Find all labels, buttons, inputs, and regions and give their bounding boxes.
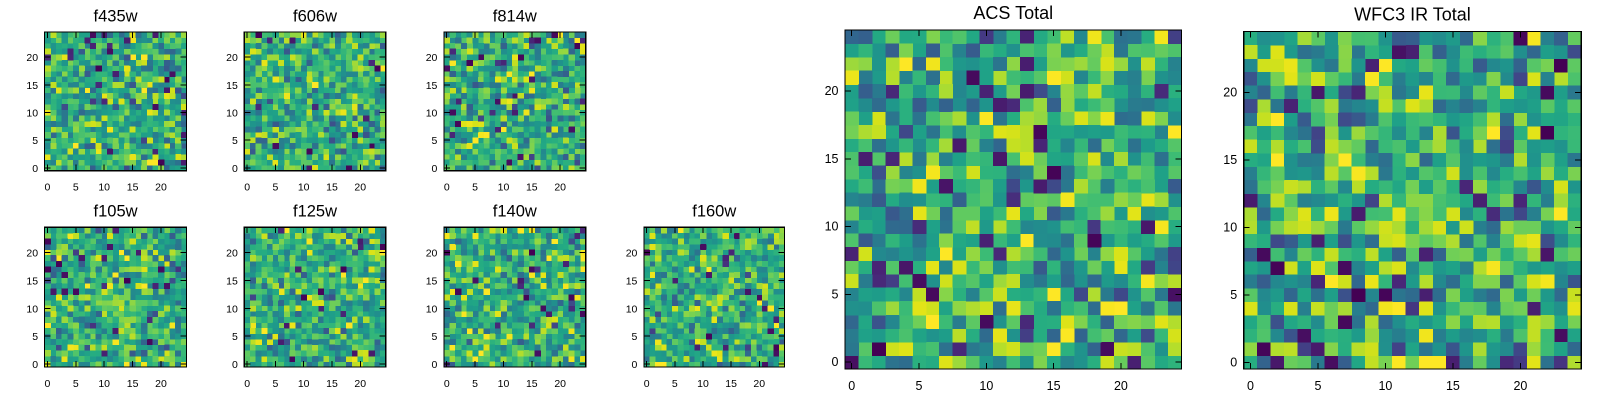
svg-text:10: 10 [298, 378, 310, 390]
svg-text:10: 10 [26, 107, 38, 119]
svg-text:10: 10 [498, 181, 510, 193]
svg-text:0: 0 [444, 181, 450, 193]
svg-text:f105w: f105w [94, 203, 138, 221]
svg-text:5: 5 [672, 378, 678, 390]
svg-text:10: 10 [98, 378, 110, 390]
svg-text:15: 15 [725, 378, 737, 390]
svg-text:20: 20 [554, 378, 566, 390]
svg-text:15: 15 [526, 378, 538, 390]
svg-text:10: 10 [697, 378, 709, 390]
svg-text:15: 15 [26, 275, 38, 287]
svg-text:20: 20 [1114, 379, 1128, 393]
svg-text:WFC3 IR Total: WFC3 IR Total [1354, 5, 1471, 25]
svg-text:10: 10 [825, 220, 839, 234]
svg-text:f125w: f125w [293, 203, 337, 221]
svg-text:15: 15 [1047, 379, 1061, 393]
svg-text:20: 20 [155, 378, 167, 390]
svg-text:10: 10 [26, 303, 38, 315]
svg-text:5: 5 [1230, 288, 1237, 302]
svg-text:5: 5 [232, 331, 238, 343]
svg-text:15: 15 [226, 80, 238, 92]
svg-text:20: 20 [825, 84, 839, 98]
svg-text:20: 20 [426, 52, 438, 64]
svg-text:10: 10 [498, 378, 510, 390]
svg-text:15: 15 [1223, 153, 1237, 167]
svg-text:15: 15 [226, 275, 238, 287]
svg-text:5: 5 [432, 331, 438, 343]
svg-text:20: 20 [426, 247, 438, 259]
svg-text:5: 5 [272, 181, 278, 193]
svg-text:20: 20 [226, 52, 238, 64]
svg-text:5: 5 [916, 379, 923, 393]
svg-text:10: 10 [426, 303, 438, 315]
svg-text:0: 0 [1230, 355, 1237, 369]
svg-text:15: 15 [326, 181, 338, 193]
svg-text:15: 15 [426, 80, 438, 92]
svg-text:20: 20 [26, 52, 38, 64]
svg-text:5: 5 [632, 331, 638, 343]
svg-text:0: 0 [32, 163, 38, 175]
svg-text:f814w: f814w [493, 8, 537, 26]
svg-text:5: 5 [32, 135, 38, 147]
svg-text:20: 20 [155, 181, 167, 193]
svg-text:0: 0 [45, 181, 51, 193]
svg-text:5: 5 [1314, 379, 1321, 393]
svg-text:10: 10 [226, 303, 238, 315]
svg-text:0: 0 [644, 378, 650, 390]
svg-text:0: 0 [432, 359, 438, 371]
svg-text:0: 0 [244, 181, 250, 193]
svg-text:0: 0 [232, 359, 238, 371]
svg-text:15: 15 [326, 378, 338, 390]
svg-text:0: 0 [632, 359, 638, 371]
svg-text:5: 5 [272, 378, 278, 390]
svg-text:5: 5 [432, 135, 438, 147]
svg-text:10: 10 [1223, 220, 1237, 234]
svg-text:5: 5 [73, 181, 79, 193]
svg-text:20: 20 [554, 181, 566, 193]
svg-text:0: 0 [244, 378, 250, 390]
svg-text:5: 5 [73, 378, 79, 390]
svg-text:15: 15 [127, 378, 139, 390]
svg-text:10: 10 [979, 379, 993, 393]
svg-text:0: 0 [232, 163, 238, 175]
svg-text:15: 15 [825, 152, 839, 166]
svg-text:15: 15 [626, 275, 638, 287]
svg-text:f606w: f606w [293, 8, 337, 26]
svg-text:20: 20 [354, 378, 366, 390]
svg-text:15: 15 [426, 275, 438, 287]
svg-text:20: 20 [1513, 379, 1527, 393]
svg-text:15: 15 [127, 181, 139, 193]
svg-text:10: 10 [226, 107, 238, 119]
svg-text:20: 20 [226, 247, 238, 259]
svg-text:0: 0 [32, 359, 38, 371]
svg-text:20: 20 [753, 378, 765, 390]
svg-text:15: 15 [1446, 379, 1460, 393]
svg-text:ACS Total: ACS Total [973, 3, 1053, 23]
svg-text:10: 10 [1378, 379, 1392, 393]
svg-text:5: 5 [832, 287, 839, 301]
svg-text:10: 10 [298, 181, 310, 193]
svg-text:15: 15 [26, 80, 38, 92]
svg-text:5: 5 [232, 135, 238, 147]
svg-text:20: 20 [354, 181, 366, 193]
svg-text:f140w: f140w [493, 203, 537, 221]
svg-text:5: 5 [472, 181, 478, 193]
svg-text:20: 20 [26, 247, 38, 259]
svg-text:20: 20 [1223, 85, 1237, 99]
svg-text:20: 20 [626, 247, 638, 259]
svg-text:10: 10 [98, 181, 110, 193]
svg-text:0: 0 [848, 379, 855, 393]
svg-text:0: 0 [444, 378, 450, 390]
svg-text:f435w: f435w [94, 8, 138, 26]
svg-text:5: 5 [472, 378, 478, 390]
svg-text:0: 0 [832, 355, 839, 369]
svg-text:10: 10 [426, 107, 438, 119]
svg-text:0: 0 [432, 163, 438, 175]
svg-text:0: 0 [1247, 379, 1254, 393]
svg-text:f160w: f160w [692, 203, 736, 221]
svg-text:15: 15 [526, 181, 538, 193]
svg-text:0: 0 [45, 378, 51, 390]
svg-text:10: 10 [626, 303, 638, 315]
svg-text:5: 5 [32, 331, 38, 343]
